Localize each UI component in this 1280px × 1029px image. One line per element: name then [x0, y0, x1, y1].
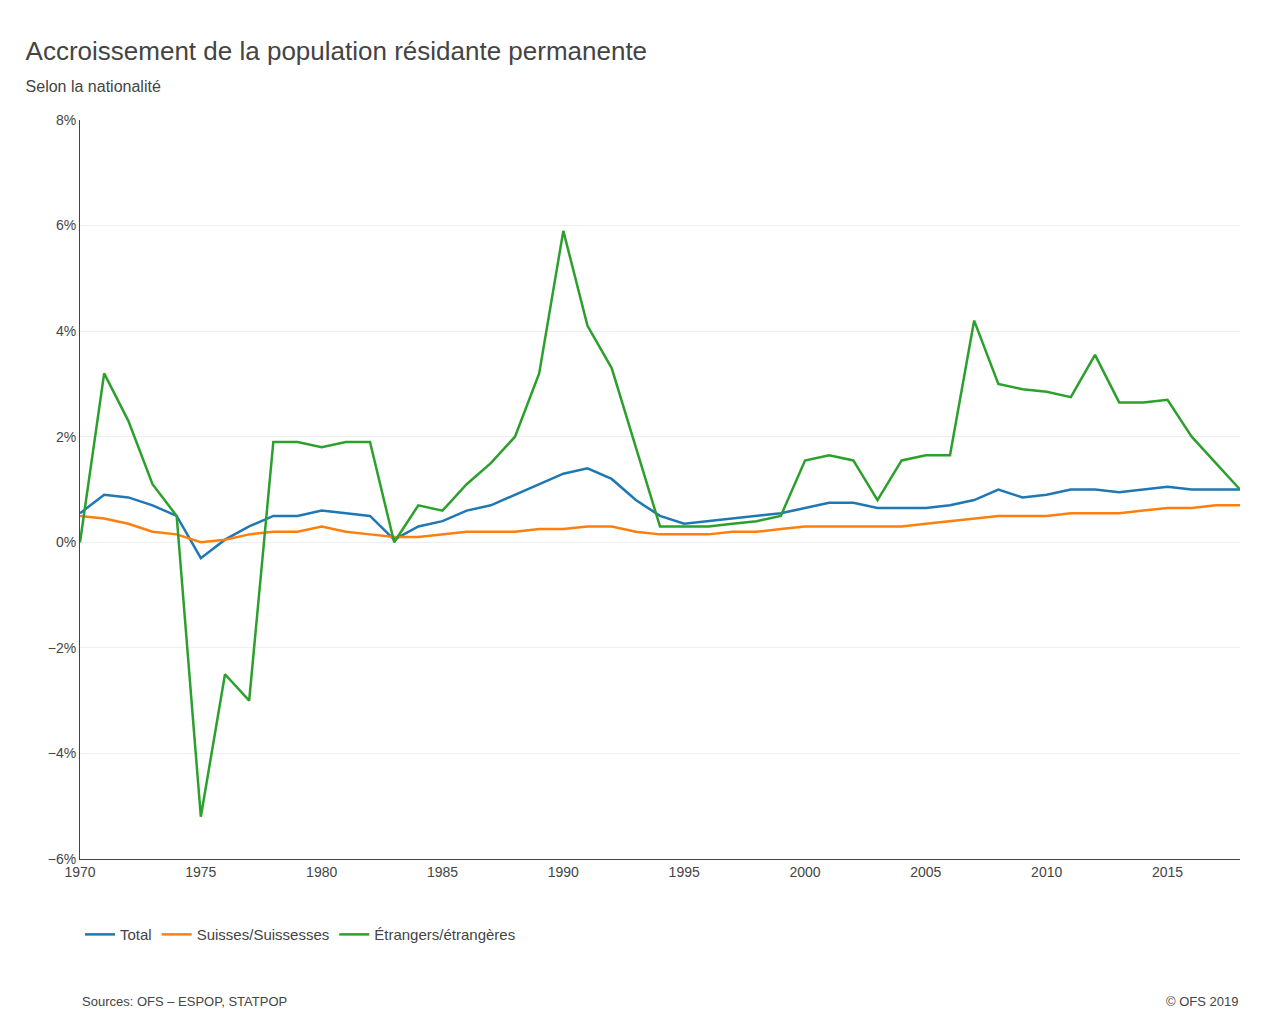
svg-text:2005: 2005 — [910, 864, 941, 880]
svg-text:© OFS 2019: © OFS 2019 — [1166, 994, 1238, 1009]
svg-text:1975: 1975 — [185, 864, 216, 880]
svg-text:Suisses/Suissesses: Suisses/Suissesses — [197, 926, 330, 943]
svg-text:−6%: −6% — [48, 851, 76, 867]
svg-text:2000: 2000 — [789, 864, 820, 880]
svg-text:0%: 0% — [56, 534, 76, 550]
svg-text:−2%: −2% — [48, 640, 76, 656]
svg-text:6%: 6% — [56, 217, 76, 233]
svg-text:1970: 1970 — [64, 864, 95, 880]
svg-text:1995: 1995 — [669, 864, 700, 880]
svg-text:Total: Total — [120, 926, 152, 943]
svg-text:Selon la nationalité: Selon la nationalité — [26, 78, 161, 95]
svg-text:8%: 8% — [56, 112, 76, 128]
svg-text:−4%: −4% — [48, 745, 76, 761]
svg-text:Sources: OFS – ESPOP, STATPOP: Sources: OFS – ESPOP, STATPOP — [82, 994, 287, 1009]
svg-text:2%: 2% — [56, 429, 76, 445]
svg-text:4%: 4% — [56, 323, 76, 339]
svg-text:2010: 2010 — [1031, 864, 1062, 880]
svg-text:1985: 1985 — [427, 864, 458, 880]
svg-text:1980: 1980 — [306, 864, 337, 880]
svg-text:2015: 2015 — [1152, 864, 1183, 880]
svg-text:Accroissement de la population: Accroissement de la population résidante… — [26, 36, 648, 66]
svg-text:Étrangers/étrangères: Étrangers/étrangères — [374, 926, 515, 943]
svg-text:1990: 1990 — [548, 864, 579, 880]
